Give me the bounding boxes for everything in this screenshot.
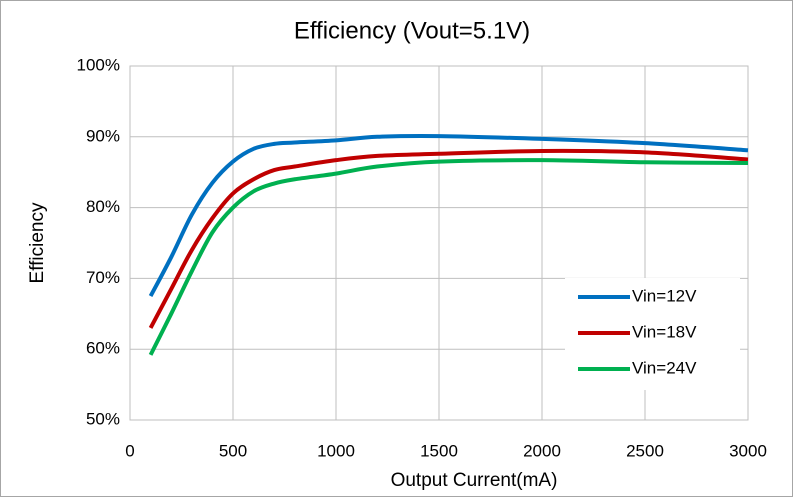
series-line	[148, 133, 749, 298]
y-tick-label: 60%	[86, 339, 120, 358]
x-tick-label: 0	[125, 441, 134, 460]
x-axis-label: Output Current(mA)	[391, 470, 558, 491]
x-tick-label: 1500	[420, 441, 458, 460]
series-line	[148, 158, 749, 356]
legend-label: Vin=12V	[632, 286, 697, 305]
y-tick-label: 100%	[77, 55, 120, 74]
y-tick-label: 80%	[86, 197, 120, 216]
x-tick-label: 3000	[729, 441, 767, 460]
x-tick-label: 2500	[626, 441, 664, 460]
x-tick-label: 1000	[317, 441, 355, 460]
y-tick-label: 70%	[86, 268, 120, 287]
y-tick-label: 90%	[86, 126, 120, 145]
legend-label: Vin=18V	[632, 322, 697, 341]
series-line	[148, 148, 749, 329]
plot-border	[129, 65, 749, 421]
legend-label: Vin=24V	[632, 358, 697, 377]
x-tick-label: 500	[219, 441, 247, 460]
y-tick-label: 50%	[86, 409, 120, 428]
chart-title: Efficiency (Vout=5.1V)	[294, 17, 530, 44]
y-axis-label: Efficiency	[27, 202, 48, 283]
x-tick-label: 2000	[523, 441, 561, 460]
